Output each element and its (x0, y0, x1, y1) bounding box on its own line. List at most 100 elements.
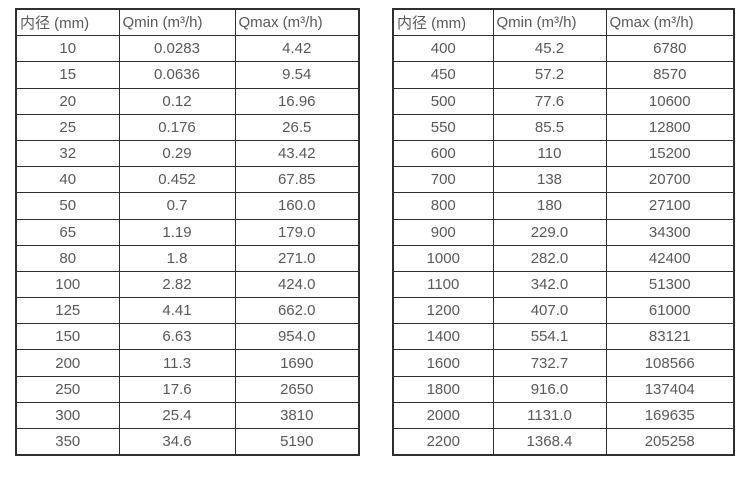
table-cell: 400 (392, 35, 494, 63)
table-cell: 1.19 (118, 218, 236, 246)
table-cell: 250 (15, 375, 120, 403)
table-row: 300 25.4 3810 (15, 401, 360, 430)
table-cell: 40 (15, 166, 120, 194)
table-row: 400 45.2 6780 (392, 35, 735, 63)
table-row: 550 85.5 12800 (392, 113, 735, 141)
table-cell: 180 (492, 192, 607, 220)
table-row: 500 77.6 10600 (392, 87, 735, 115)
table-cell: 1000 (392, 244, 494, 272)
table-cell: 108566 (605, 349, 735, 377)
table-row: 600 110 15200 (392, 139, 735, 168)
table-cell: 34.6 (118, 428, 236, 456)
table-cell: 1131.0 (492, 401, 607, 430)
table-cell: 350 (15, 428, 120, 456)
table-cell: 50 (15, 192, 120, 220)
table-body: 10 0.0283 4.42 15 0.0636 9.54 20 0.12 16.96 25 0.1… (15, 35, 360, 456)
table-cell: 45.2 (492, 35, 607, 63)
table-cell: 15200 (605, 139, 735, 168)
table-cell: 1.8 (118, 244, 236, 272)
table-cell: 16.96 (234, 87, 360, 115)
table-cell: 1400 (392, 323, 494, 351)
header-qmax: Qmax (m³/h) (234, 8, 360, 37)
table-cell: 800 (392, 192, 494, 220)
table-cell: 2000 (392, 401, 494, 430)
table-cell: 0.176 (118, 113, 236, 141)
table-row: 1800 916.0 137404 (392, 375, 735, 403)
header-inner-diameter: 内径 (mm) (392, 8, 494, 37)
table-cell: 26.5 (234, 113, 360, 141)
table-cell: 0.0636 (118, 61, 236, 89)
table-cell: 0.29 (118, 139, 236, 168)
table-cell: 271.0 (234, 244, 360, 272)
table-cell: 17.6 (118, 375, 236, 403)
table-cell: 80 (15, 244, 120, 272)
table-row: 100 2.82 424.0 (15, 270, 360, 299)
table-cell: 150 (15, 323, 120, 351)
table-row: 125 4.41 662.0 (15, 297, 360, 325)
table-cell: 11.3 (118, 349, 236, 377)
table-row: 150 6.63 954.0 (15, 323, 360, 351)
table-cell: 2650 (234, 375, 360, 403)
table-cell: 27100 (605, 192, 735, 220)
header-qmin: Qmin (m³/h) (492, 8, 607, 37)
table-cell: 900 (392, 218, 494, 246)
table-cell: 1600 (392, 349, 494, 377)
table-cell: 9.54 (234, 61, 360, 89)
header-row: 内径 (mm) Qmin (m³/h) Qmax (m³/h) (15, 8, 360, 37)
table-cell: 1690 (234, 349, 360, 377)
table-row: 10 0.0283 4.42 (15, 35, 360, 63)
table-row: 2000 1131.0 169635 (392, 401, 735, 430)
table-cell: 342.0 (492, 270, 607, 299)
table-cell: 42400 (605, 244, 735, 272)
table-cell: 1100 (392, 270, 494, 299)
header-row: 内径 (mm) Qmin (m³/h) Qmax (m³/h) (392, 8, 735, 37)
table-cell: 179.0 (234, 218, 360, 246)
table-cell: 65 (15, 218, 120, 246)
table-cell: 407.0 (492, 297, 607, 325)
table-cell: 229.0 (492, 218, 607, 246)
table-row: 250 17.6 2650 (15, 375, 360, 403)
table-cell: 10 (15, 35, 120, 63)
table-cell: 0.12 (118, 87, 236, 115)
table-cell: 10600 (605, 87, 735, 115)
table-cell: 6780 (605, 35, 735, 63)
table-cell: 732.7 (492, 349, 607, 377)
table-cell: 0.0283 (118, 35, 236, 63)
table-cell: 600 (392, 139, 494, 168)
table-row: 32 0.29 43.42 (15, 139, 360, 168)
table-row: 50 0.7 160.0 (15, 192, 360, 220)
table-cell: 25 (15, 113, 120, 141)
table-cell: 169635 (605, 401, 735, 430)
table-row: 1200 407.0 61000 (392, 297, 735, 325)
table-cell: 77.6 (492, 87, 607, 115)
table-cell: 137404 (605, 375, 735, 403)
table-row: 2200 1368.4 205258 (392, 428, 735, 456)
table-row: 900 229.0 34300 (392, 218, 735, 246)
table-row: 1100 342.0 51300 (392, 270, 735, 299)
table-cell: 700 (392, 166, 494, 194)
table-body: 400 45.2 6780 450 57.2 8570 500 77.6 10600 550 85.… (392, 35, 735, 456)
table-cell: 20 (15, 87, 120, 115)
table-cell: 4.41 (118, 297, 236, 325)
table-cell: 1200 (392, 297, 494, 325)
table-cell: 34300 (605, 218, 735, 246)
table-cell: 15 (15, 61, 120, 89)
table-cell: 3810 (234, 401, 360, 430)
table-cell: 32 (15, 139, 120, 168)
table-cell: 300 (15, 401, 120, 430)
table-row: 1400 554.1 83121 (392, 323, 735, 351)
table-cell: 51300 (605, 270, 735, 299)
table-cell: 554.1 (492, 323, 607, 351)
table-cell: 85.5 (492, 113, 607, 141)
header-qmax: Qmax (m³/h) (605, 8, 735, 37)
table-cell: 8570 (605, 61, 735, 89)
table-cell: 61000 (605, 297, 735, 325)
header-inner-diameter: 内径 (mm) (15, 8, 120, 37)
table-cell: 4.42 (234, 35, 360, 63)
table-row: 450 57.2 8570 (392, 61, 735, 89)
table-cell: 110 (492, 139, 607, 168)
table-cell: 0.452 (118, 166, 236, 194)
table-row: 15 0.0636 9.54 (15, 61, 360, 89)
table-cell: 282.0 (492, 244, 607, 272)
